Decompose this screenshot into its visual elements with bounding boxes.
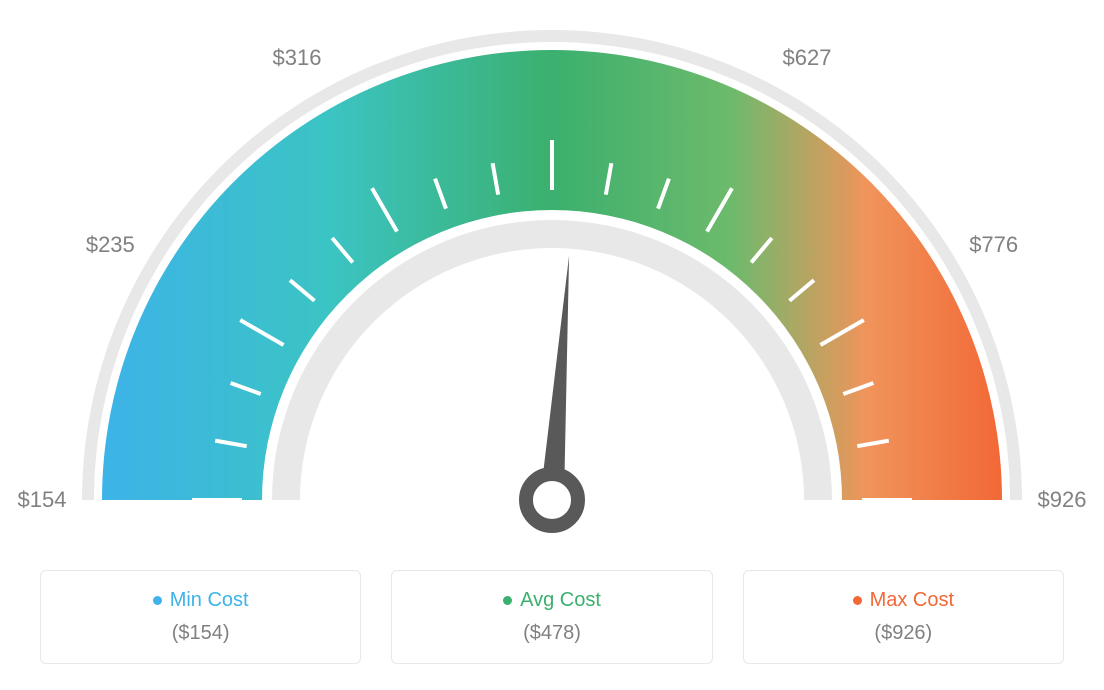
gauge-tick-label: $235 [86, 232, 135, 258]
gauge-chart: $154 $235 $316 $478 $627 $776 $926 [0, 0, 1104, 560]
legend-dot-icon [153, 596, 162, 605]
legend-title: Max Cost [853, 589, 954, 612]
legend-title: Avg Cost [503, 589, 601, 612]
legend-row: Min Cost ($154) Avg Cost ($478) Max Cost ($92… [0, 570, 1104, 664]
legend-card: Avg Cost ($478) [391, 570, 712, 664]
legend-value: ($926) [744, 622, 1063, 645]
gauge-tick-label: $627 [783, 45, 832, 71]
legend-label: Max Cost [870, 589, 954, 612]
legend-card: Max Cost ($926) [743, 570, 1064, 664]
legend-label: Min Cost [170, 589, 249, 612]
legend-value: ($478) [392, 622, 711, 645]
legend-title: Min Cost [153, 589, 249, 612]
legend-dot-icon [853, 596, 862, 605]
gauge-tick-label: $316 [273, 45, 322, 71]
legend-label: Avg Cost [520, 589, 601, 612]
gauge-tick-label: $478 [528, 0, 577, 3]
legend-card: Min Cost ($154) [40, 570, 361, 664]
gauge-tick-label: $154 [18, 487, 67, 513]
gauge-tick-label: $776 [969, 232, 1018, 258]
gauge-tick-label: $926 [1038, 487, 1087, 513]
legend-value: ($154) [41, 622, 360, 645]
gauge-svg [0, 0, 1104, 560]
legend-dot-icon [503, 596, 512, 605]
